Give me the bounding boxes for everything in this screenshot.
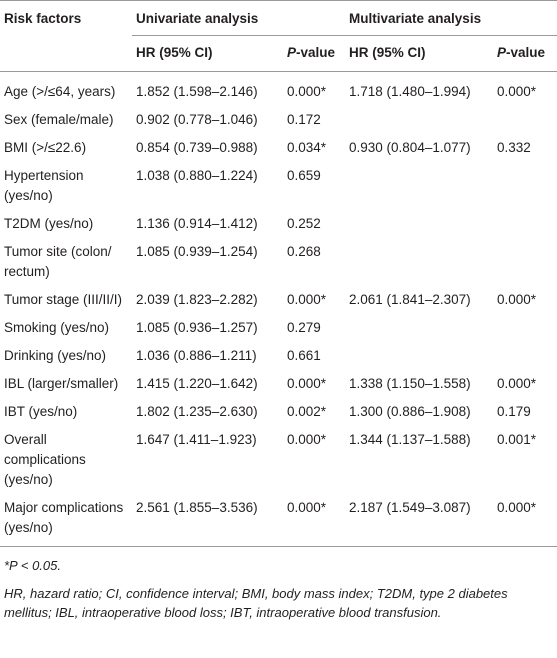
p-value-label: P-value <box>287 45 336 60</box>
table-row: Major complications (yes/no) 2.561 (1.855… <box>0 494 557 547</box>
row-label: BMI (>/≤22.6) <box>4 140 87 155</box>
table-row: Tumor stage (III/II/I) 2.039 (1.823–2.282… <box>0 286 557 314</box>
subheader-cell: HR (95% CI) <box>132 35 283 72</box>
table-row: Sex (female/male) 0.902 (0.778–1.046) 0.17… <box>0 106 557 134</box>
data-cell: 0.332 <box>497 140 531 155</box>
data-cell <box>345 314 493 342</box>
data-cell: 0.000* <box>287 376 327 391</box>
data-cell <box>345 210 493 238</box>
data-cell: 0.659 <box>287 168 321 183</box>
row-label: Tumor stage (III/II/I) <box>4 292 123 307</box>
data-cell <box>493 106 557 134</box>
data-cell: 2.187 (1.549–3.087) <box>345 494 494 547</box>
data-cell: 1.344 (1.137–1.588) <box>349 432 471 447</box>
data-cell: 0.002* <box>287 404 327 419</box>
data-cell <box>493 210 557 238</box>
footnote: HR, hazard ratio; CI, confidence interva… <box>4 586 508 620</box>
data-cell: 0.000* <box>497 376 537 391</box>
data-cell: 0.000* <box>497 84 537 99</box>
data-cell <box>493 238 557 286</box>
header-cell: Univariate analysis <box>132 0 346 36</box>
data-cell: 1.085 (0.939–1.254) <box>136 244 258 259</box>
row-label: IBL (larger/smaller) <box>4 376 119 391</box>
table-row: IBT (yes/no) 1.802 (1.235–2.630) 0.002* 1.3… <box>0 398 557 426</box>
data-cell: 0.279 <box>287 320 321 335</box>
table-row: Age (>/≤64, years) 1.852 (1.598–2.146) 0.0… <box>0 72 557 107</box>
row-label: Sex (female/male) <box>4 112 114 127</box>
table-row: BMI (>/≤22.6) 0.854 (0.739–0.988) 0.034* 0.… <box>0 134 557 162</box>
data-cell: 0.902 (0.778–1.046) <box>136 112 258 127</box>
data-cell: 0.172 <box>287 112 321 127</box>
row-label: Smoking (yes/no) <box>4 320 110 335</box>
data-cell: 0.000* <box>287 292 327 307</box>
table-row: Overall complications (yes/no) 1.647 (1.4… <box>0 426 557 494</box>
data-cell <box>345 238 493 286</box>
data-cell: 0.000* <box>497 292 537 307</box>
data-cell: 1.036 (0.886–1.211) <box>136 348 257 363</box>
data-cell: 1.338 (1.150–1.558) <box>349 376 471 391</box>
data-cell: 1.852 (1.598–2.146) <box>136 84 258 99</box>
data-cell: 0.661 <box>287 348 321 363</box>
data-cell: 1.038 (0.880–1.224) <box>136 168 258 183</box>
data-cell: 0.268 <box>287 244 321 259</box>
results-table: Risk factors Univariate analysis Multiva… <box>0 0 557 547</box>
row-label: T2DM (yes/no) <box>4 216 94 231</box>
data-cell: 0.000* <box>287 432 327 447</box>
data-cell: 1.415 (1.220–1.642) <box>136 376 258 391</box>
data-cell: 0.252 <box>287 216 321 231</box>
row-label: Overall complications (yes/no) <box>4 432 86 487</box>
table-body: Age (>/≤64, years) 1.852 (1.598–2.146) 0.0… <box>0 72 557 547</box>
row-label: Drinking (yes/no) <box>4 348 107 363</box>
data-cell: 1.802 (1.235–2.630) <box>136 404 258 419</box>
data-cell: 1.647 (1.411–1.923) <box>136 432 257 447</box>
data-cell <box>493 314 557 342</box>
footnote: *P < 0.05. <box>4 558 61 573</box>
row-label: Major complications (yes/no) <box>0 494 132 547</box>
table-row: IBL (larger/smaller) 1.415 (1.220–1.642) 0… <box>0 370 557 398</box>
data-cell <box>345 106 493 134</box>
data-cell: 0.179 <box>497 404 531 419</box>
header-cell: Risk factors <box>0 0 132 72</box>
data-cell <box>345 342 493 370</box>
data-cell: 0.000* <box>287 84 327 99</box>
data-cell <box>345 162 493 210</box>
data-cell: 2.039 (1.823–2.282) <box>136 292 258 307</box>
data-cell: 1.718 (1.480–1.994) <box>349 84 471 99</box>
row-label: IBT (yes/no) <box>4 404 78 419</box>
data-cell: 1.136 (0.914–1.412) <box>136 216 258 231</box>
subheader-cell: HR (95% CI) <box>345 35 494 72</box>
data-cell <box>493 342 557 370</box>
row-label: Hypertension (yes/no) <box>4 168 84 203</box>
header-cell: Multivariate analysis <box>345 0 557 36</box>
row-label: Tumor site (colon/ rectum) <box>4 244 112 279</box>
data-cell: 0.001* <box>497 432 537 447</box>
subheader-cell: P-value <box>283 35 346 72</box>
table-row: Hypertension (yes/no) 1.038 (0.880–1.224)… <box>0 162 557 210</box>
p-value-label: P-value <box>497 45 546 60</box>
data-cell: 0.000* <box>283 494 346 547</box>
data-cell: 0.930 (0.804–1.077) <box>349 140 471 155</box>
table-row: Tumor site (colon/ rectum) 1.085 (0.939–1… <box>0 238 557 286</box>
data-cell: 1.300 (0.886–1.908) <box>349 404 471 419</box>
table-row: Drinking (yes/no) 1.036 (0.886–1.211) 0.66… <box>0 342 557 370</box>
data-cell: 2.561 (1.855–3.536) <box>132 494 283 547</box>
data-cell: 0.854 (0.739–0.988) <box>136 140 258 155</box>
footnotes: *P < 0.05. HR, hazard ratio; CI, confiden… <box>0 547 557 622</box>
table-row: Smoking (yes/no) 1.085 (0.936–1.257) 0.279 <box>0 314 557 342</box>
data-cell <box>493 162 557 210</box>
data-cell: 2.061 (1.841–2.307) <box>349 292 471 307</box>
data-cell: 0.000* <box>493 494 557 547</box>
row-label: Age (>/≤64, years) <box>4 84 116 99</box>
table-row: T2DM (yes/no) 1.136 (0.914–1.412) 0.252 <box>0 210 557 238</box>
data-cell: 0.034* <box>287 140 327 155</box>
data-cell: 1.085 (0.936–1.257) <box>136 320 258 335</box>
subheader-cell: P-value <box>493 35 557 72</box>
